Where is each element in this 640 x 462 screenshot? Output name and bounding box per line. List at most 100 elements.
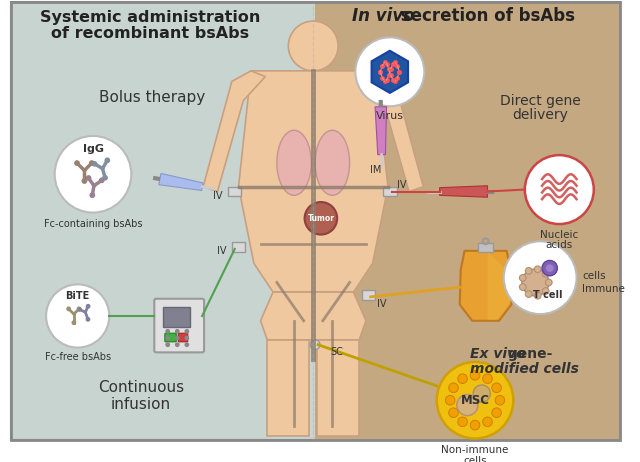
FancyBboxPatch shape (178, 333, 188, 342)
Circle shape (90, 192, 95, 198)
Circle shape (458, 417, 467, 426)
Circle shape (89, 160, 95, 166)
Circle shape (495, 395, 505, 405)
Text: BiTE: BiTE (65, 291, 90, 301)
Circle shape (520, 274, 526, 281)
Ellipse shape (315, 130, 349, 195)
Circle shape (289, 21, 338, 71)
Text: cells: cells (582, 271, 606, 281)
Text: Nucleic: Nucleic (540, 230, 579, 240)
Circle shape (86, 317, 90, 322)
Circle shape (445, 395, 455, 405)
Text: modified cells: modified cells (470, 362, 579, 376)
FancyBboxPatch shape (478, 243, 493, 252)
FancyBboxPatch shape (315, 2, 620, 440)
Circle shape (458, 374, 467, 383)
Circle shape (81, 178, 87, 184)
Text: IV: IV (397, 180, 406, 190)
FancyBboxPatch shape (362, 290, 376, 300)
Circle shape (534, 292, 541, 299)
Polygon shape (203, 71, 266, 192)
Circle shape (525, 267, 532, 274)
FancyBboxPatch shape (154, 299, 204, 353)
Text: Bolus therapy: Bolus therapy (99, 90, 205, 105)
Circle shape (449, 383, 458, 393)
Text: SC: SC (330, 347, 343, 358)
Text: Fc-free bsAbs: Fc-free bsAbs (45, 352, 111, 362)
Text: Tumor: Tumor (307, 214, 334, 223)
Polygon shape (317, 340, 359, 436)
Circle shape (86, 175, 92, 181)
Circle shape (449, 408, 458, 418)
Text: of recombinant bsAbs: of recombinant bsAbs (51, 26, 250, 41)
Circle shape (520, 284, 526, 291)
Circle shape (184, 335, 189, 340)
Circle shape (184, 342, 189, 347)
Circle shape (175, 335, 180, 340)
Text: T cell: T cell (533, 290, 563, 300)
Polygon shape (488, 252, 511, 320)
Polygon shape (260, 292, 366, 340)
Circle shape (492, 383, 501, 393)
Text: MSC: MSC (461, 394, 490, 407)
FancyBboxPatch shape (383, 187, 397, 196)
Circle shape (102, 175, 108, 181)
Circle shape (457, 395, 478, 415)
Polygon shape (361, 71, 423, 192)
Text: secretion of bsAbs: secretion of bsAbs (395, 7, 575, 25)
Circle shape (86, 304, 90, 309)
Circle shape (184, 329, 189, 334)
Circle shape (99, 177, 104, 183)
Circle shape (545, 279, 552, 286)
Text: IV: IV (216, 246, 226, 256)
Circle shape (483, 374, 492, 383)
Circle shape (492, 408, 501, 418)
Circle shape (165, 329, 170, 334)
Circle shape (542, 261, 557, 276)
Text: In vivo: In vivo (351, 7, 414, 25)
Polygon shape (268, 340, 309, 436)
Text: Ex vivo: Ex vivo (470, 347, 526, 361)
Circle shape (175, 329, 180, 334)
Polygon shape (239, 71, 388, 292)
Text: gene-: gene- (503, 347, 552, 361)
Circle shape (77, 307, 82, 312)
Polygon shape (159, 173, 203, 190)
Text: Fc-containing bsAbs: Fc-containing bsAbs (44, 219, 142, 229)
Circle shape (175, 342, 180, 347)
Text: cells: cells (463, 456, 487, 462)
Text: IV: IV (212, 191, 222, 201)
Circle shape (542, 270, 549, 277)
Circle shape (470, 371, 480, 380)
Circle shape (305, 202, 337, 235)
Ellipse shape (277, 130, 311, 195)
Circle shape (525, 291, 532, 298)
FancyBboxPatch shape (163, 307, 189, 327)
Text: Systemic administration: Systemic administration (40, 10, 260, 25)
Circle shape (72, 320, 76, 325)
Text: delivery: delivery (512, 108, 568, 122)
Text: acids: acids (546, 240, 573, 250)
FancyBboxPatch shape (232, 242, 245, 252)
Circle shape (473, 385, 490, 402)
Polygon shape (375, 107, 387, 155)
Circle shape (67, 306, 71, 311)
Circle shape (542, 288, 549, 294)
Polygon shape (372, 51, 408, 93)
Text: Direct gene: Direct gene (500, 93, 580, 108)
FancyBboxPatch shape (228, 187, 241, 196)
Text: Virus: Virus (376, 111, 404, 121)
Circle shape (522, 269, 548, 296)
Text: infusion: infusion (111, 396, 171, 412)
Circle shape (310, 340, 320, 349)
Text: Non-immune: Non-immune (442, 445, 509, 455)
Text: Continuous: Continuous (98, 380, 184, 395)
Polygon shape (440, 186, 488, 197)
Circle shape (483, 417, 492, 426)
Text: IM: IM (370, 165, 381, 176)
Circle shape (165, 342, 170, 347)
Circle shape (355, 37, 424, 106)
Text: Immune: Immune (582, 284, 625, 294)
Circle shape (92, 161, 97, 167)
Circle shape (546, 264, 554, 272)
